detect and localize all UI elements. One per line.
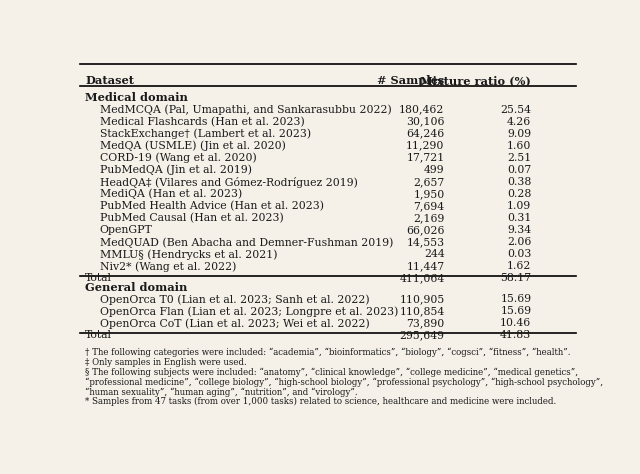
Text: 1,950: 1,950 (413, 189, 445, 199)
Text: 17,721: 17,721 (406, 153, 445, 163)
Text: 9.09: 9.09 (508, 128, 531, 138)
Text: General domain: General domain (85, 282, 188, 293)
Text: 10.46: 10.46 (500, 319, 531, 328)
Text: 110,854: 110,854 (399, 306, 445, 316)
Text: Total: Total (85, 330, 112, 340)
Text: 15.69: 15.69 (500, 294, 531, 304)
Text: 73,890: 73,890 (406, 319, 445, 328)
Text: MediQA (Han et al. 2023): MediQA (Han et al. 2023) (100, 189, 242, 200)
Text: 11,290: 11,290 (406, 141, 445, 151)
Text: 25.54: 25.54 (500, 105, 531, 115)
Text: MedQUAD (Ben Abacha and Demner-Fushman 2019): MedQUAD (Ben Abacha and Demner-Fushman 2… (100, 237, 393, 247)
Text: 11,447: 11,447 (406, 261, 445, 271)
Text: § The following subjects were included: “anatomy”, “clinical knowledge”, “colleg: § The following subjects were included: … (85, 368, 578, 377)
Text: Mixture ratio (%): Mixture ratio (%) (420, 75, 531, 86)
Text: 2.51: 2.51 (507, 153, 531, 163)
Text: StackExchange† (Lambert et al. 2023): StackExchange† (Lambert et al. 2023) (100, 128, 311, 139)
Text: OpenOrca Flan (Lian et al. 2023; Longpre et al. 2023): OpenOrca Flan (Lian et al. 2023; Longpre… (100, 306, 398, 317)
Text: Medical domain: Medical domain (85, 92, 188, 103)
Text: PubMedQA (Jin et al. 2019): PubMedQA (Jin et al. 2019) (100, 165, 252, 175)
Text: 9.34: 9.34 (508, 225, 531, 235)
Text: 180,462: 180,462 (399, 105, 445, 115)
Text: OpenGPT: OpenGPT (100, 225, 152, 235)
Text: 0.03: 0.03 (507, 249, 531, 259)
Text: MMLU§ (Hendrycks et al. 2021): MMLU§ (Hendrycks et al. 2021) (100, 249, 277, 260)
Text: 499: 499 (424, 165, 445, 175)
Text: 295,649: 295,649 (399, 330, 445, 340)
Text: 7,694: 7,694 (413, 201, 445, 211)
Text: “human sexuality”, “human aging”, “nutrition”, and “virology”.: “human sexuality”, “human aging”, “nutri… (85, 387, 358, 397)
Text: PubMed Causal (Han et al. 2023): PubMed Causal (Han et al. 2023) (100, 213, 284, 223)
Text: # Samples: # Samples (378, 75, 445, 86)
Text: 30,106: 30,106 (406, 117, 445, 127)
Text: Niv2* (Wang et al. 2022): Niv2* (Wang et al. 2022) (100, 261, 236, 272)
Text: 2,169: 2,169 (413, 213, 445, 223)
Text: OpenOrca CoT (Lian et al. 2023; Wei et al. 2022): OpenOrca CoT (Lian et al. 2023; Wei et a… (100, 319, 369, 329)
Text: 64,246: 64,246 (406, 128, 445, 138)
Text: * Samples from 47 tasks (from over 1,000 tasks) related to science, healthcare a: * Samples from 47 tasks (from over 1,000… (85, 397, 556, 406)
Text: 0.28: 0.28 (507, 189, 531, 199)
Text: PubMed Health Advice (Han et al. 2023): PubMed Health Advice (Han et al. 2023) (100, 201, 324, 211)
Text: Medical Flashcards (Han et al. 2023): Medical Flashcards (Han et al. 2023) (100, 117, 305, 127)
Text: 0.07: 0.07 (507, 165, 531, 175)
Text: 66,026: 66,026 (406, 225, 445, 235)
Text: † The following categories were included: “academia”, “bioinformatics”, “biology: † The following categories were included… (85, 348, 570, 357)
Text: MedMCQA (Pal, Umapathi, and Sankarasubbu 2022): MedMCQA (Pal, Umapathi, and Sankarasubbu… (100, 105, 392, 115)
Text: 2,657: 2,657 (413, 177, 445, 187)
Text: MedQA (USMLE) (Jin et al. 2020): MedQA (USMLE) (Jin et al. 2020) (100, 141, 285, 151)
Text: 41.83: 41.83 (500, 330, 531, 340)
Text: 110,905: 110,905 (399, 294, 445, 304)
Text: ‡ Only samples in English were used.: ‡ Only samples in English were used. (85, 358, 246, 367)
Text: 411,064: 411,064 (399, 273, 445, 283)
Text: Dataset: Dataset (85, 75, 134, 86)
Text: HeadQA‡ (Vilares and Gómez-Rodríguez 2019): HeadQA‡ (Vilares and Gómez-Rodríguez 201… (100, 177, 358, 188)
Text: 14,553: 14,553 (406, 237, 445, 247)
Text: OpenOrca T0 (Lian et al. 2023; Sanh et al. 2022): OpenOrca T0 (Lian et al. 2023; Sanh et a… (100, 294, 369, 305)
Text: 0.38: 0.38 (507, 177, 531, 187)
Text: 244: 244 (424, 249, 445, 259)
Text: “professional medicine”, “college biology”, “high-school biology”, “professional: “professional medicine”, “college biolog… (85, 378, 603, 387)
Text: 2.06: 2.06 (507, 237, 531, 247)
Text: 4.26: 4.26 (507, 117, 531, 127)
Text: 58.17: 58.17 (500, 273, 531, 283)
Text: 1.09: 1.09 (507, 201, 531, 211)
Text: CORD-19 (Wang et al. 2020): CORD-19 (Wang et al. 2020) (100, 153, 257, 163)
Text: Total: Total (85, 273, 112, 283)
Text: 1.60: 1.60 (507, 141, 531, 151)
Text: 1.62: 1.62 (507, 261, 531, 271)
Text: 15.69: 15.69 (500, 306, 531, 316)
Text: 0.31: 0.31 (507, 213, 531, 223)
